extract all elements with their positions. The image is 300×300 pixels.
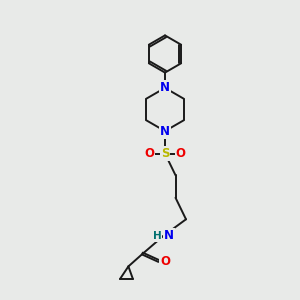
Text: O: O bbox=[144, 147, 154, 160]
Text: N: N bbox=[164, 229, 174, 242]
Text: H: H bbox=[152, 231, 161, 241]
Text: S: S bbox=[161, 147, 169, 160]
Text: O: O bbox=[176, 147, 186, 160]
Text: N: N bbox=[160, 81, 170, 94]
Text: N: N bbox=[160, 124, 170, 138]
Text: O: O bbox=[160, 255, 170, 268]
